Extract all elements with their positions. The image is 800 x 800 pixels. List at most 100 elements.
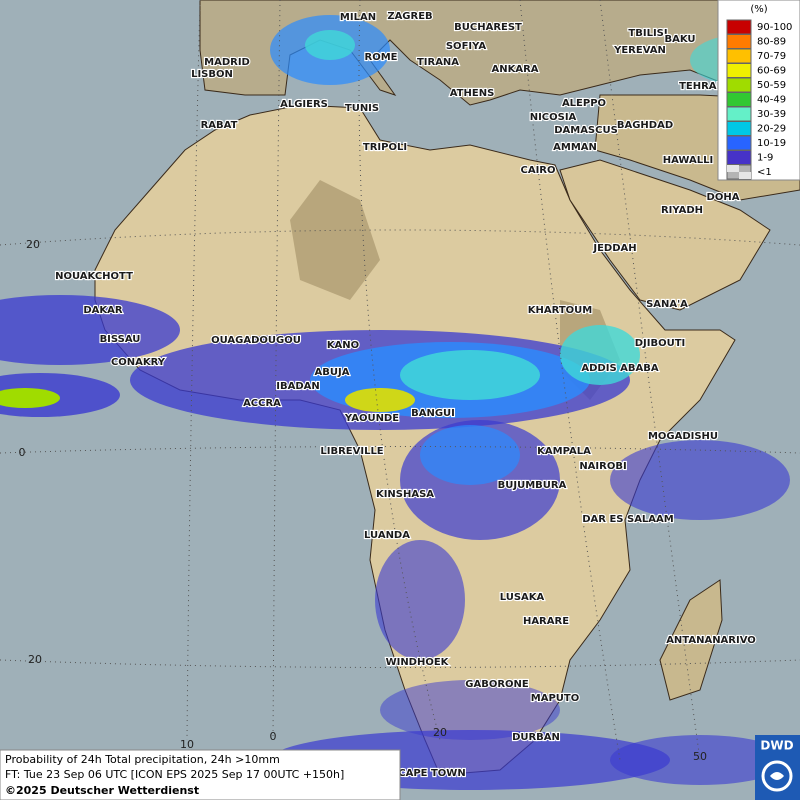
city-label: DOHA [707, 192, 740, 203]
legend-label: 40-49 [757, 95, 786, 106]
caption-box [0, 749, 401, 800]
city-label: NOUAKCHOTT [55, 271, 133, 282]
city-label: MADRID [204, 57, 250, 68]
city-label: ACCRA [243, 398, 281, 409]
city-label: TUNIS [345, 103, 379, 114]
city-label: CAPE TOWN [398, 768, 465, 779]
precip-area [0, 388, 60, 408]
city-label: BANGUI [411, 408, 455, 419]
city-label: GABORONE [465, 679, 529, 690]
city-label: MILAN [340, 12, 376, 23]
longitude-label: 0 [270, 730, 277, 743]
legend-label: 20-29 [757, 124, 786, 135]
legend-items: 90-100 80-89 70-79 60-69 50-59 40-49 30-39 20-2… [726, 19, 792, 180]
city-label: TBILISI [628, 28, 667, 39]
city-label: TRIPOLI [363, 142, 407, 153]
city-label: RIYADH [661, 205, 703, 216]
latitude-label: 20 [26, 238, 40, 251]
legend: (%) 90-100 80-89 70-79 60-69 50-59 40-49 30-39… [717, 0, 800, 181]
city-label: TEHRAN [679, 81, 725, 92]
legend-swatch [726, 34, 752, 49]
city-label: LUANDA [364, 530, 410, 541]
city-label: YEREVAN [613, 45, 666, 56]
caption: Probability of 24h Total precipitation, … [0, 749, 401, 800]
city-label: BAKU [664, 34, 695, 45]
meridian [186, 0, 201, 741]
caption-line: ©2025 Deutscher Wetterdienst [5, 784, 199, 797]
precip-area [375, 540, 465, 660]
city-label: IBADAN [276, 381, 320, 392]
precip-area [345, 388, 415, 412]
city-label: BUJUMBURA [498, 480, 567, 491]
legend-label: 90-100 [757, 22, 792, 33]
caption-line: Probability of 24h Total precipitation, … [5, 753, 280, 766]
city-label: BAGHDAD [617, 120, 673, 131]
legend-label: 1-9 [757, 153, 773, 164]
city-label: DAKAR [83, 305, 123, 316]
city-label: SOFIYA [446, 41, 487, 52]
city-label: ABUJA [315, 367, 350, 378]
city-label: JEDDAH [592, 243, 636, 254]
city-label: ALGIERS [280, 99, 328, 110]
city-label: KHARTOUM [528, 305, 593, 316]
city-label: LISBON [191, 69, 233, 80]
legend-label: 10-19 [757, 138, 786, 149]
precip-area [420, 425, 520, 485]
logo-icon [761, 760, 793, 792]
legend-title: (%) [750, 4, 767, 15]
latitude-label: 0 [19, 446, 26, 459]
city-label: ALEPPO [562, 98, 606, 109]
legend-swatch [726, 63, 752, 78]
longitude-label: 20 [433, 726, 447, 739]
caption-line: FT: Tue 23 Sep 06 UTC [ICON EPS 2025 Sep… [5, 768, 344, 781]
city-label: ANKARA [491, 64, 538, 75]
city-label: NICOSIA [530, 112, 577, 123]
legend-swatch [726, 106, 752, 122]
logo-icon [770, 772, 784, 780]
legend-label: 80-89 [757, 37, 786, 48]
precip-area [380, 680, 560, 740]
grid-labels: 20 0 20 10 0 20 50 [19, 238, 708, 763]
latitude-label: 20 [28, 653, 42, 666]
city-label: BISSAU [100, 334, 141, 345]
legend-swatch [726, 121, 752, 136]
legend-swatch-check [727, 165, 739, 172]
city-label: KANO [327, 340, 359, 351]
longitude-label: 10 [180, 738, 194, 751]
arabia [559, 159, 771, 311]
parallel [0, 229, 800, 246]
legend-swatch [726, 135, 752, 151]
meridian [358, 0, 441, 741]
parallel [0, 659, 800, 668]
city-label: CAIRO [521, 165, 556, 176]
meridian [272, 0, 281, 741]
graticule [0, 0, 800, 761]
city-label: OUAGADOUGOU [211, 335, 301, 346]
logo: DWD [755, 735, 800, 800]
city-label: ROME [365, 52, 398, 63]
city-label: ATHENS [450, 88, 495, 99]
city-label: ZAGREB [387, 11, 432, 22]
city-label: DAR ES SALAAM [582, 514, 674, 525]
precip-area [0, 295, 180, 365]
city-label: LIBREVILLE [320, 446, 383, 457]
city-label: KINSHASA [376, 489, 434, 500]
city-label: CONAKRY [111, 357, 166, 368]
city-label: AMMAN [553, 142, 597, 153]
city-label: DAMASCUS [554, 125, 618, 136]
city-label: ADDIS ABABA [581, 363, 658, 374]
city-label: LUSAKA [500, 592, 545, 603]
precip-area [610, 440, 790, 520]
legend-swatch [726, 150, 752, 165]
city-label: MAPUTO [531, 693, 579, 704]
city-label: YAOUNDE [344, 413, 399, 424]
legend-label: 30-39 [757, 109, 786, 120]
city-label: DURBAN [512, 732, 560, 743]
city-label: WINDHOEK [386, 657, 450, 668]
precip-area [400, 350, 540, 400]
precip-area [610, 735, 790, 785]
madagascar [659, 579, 723, 701]
legend-swatch [726, 77, 752, 93]
city-label: MOGADISHU [648, 431, 718, 442]
